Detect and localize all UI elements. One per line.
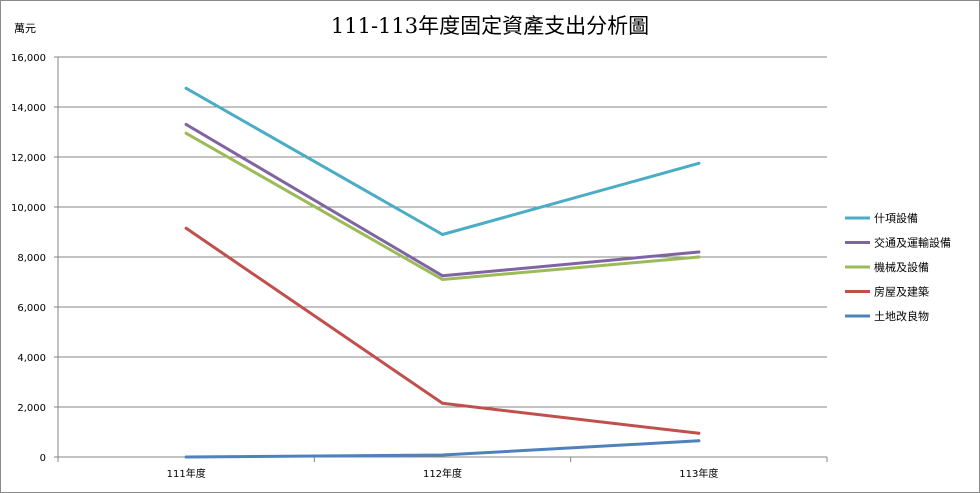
data-point xyxy=(184,86,188,90)
gridlines xyxy=(58,56,827,408)
legend-label: 機械及設備 xyxy=(874,260,929,274)
y-tick-label: 4,000 xyxy=(17,353,46,364)
series-line xyxy=(184,131,701,281)
x-tick-label: 111年度 xyxy=(167,467,206,480)
legend-label: 土地改良物 xyxy=(874,309,929,323)
data-point xyxy=(441,233,444,236)
y-tick-label: 16,000 xyxy=(11,53,46,64)
series-line xyxy=(184,86,701,236)
y-tick-label: 12,000 xyxy=(11,153,46,164)
series-lines xyxy=(184,86,701,459)
y-tick-label: 8,000 xyxy=(17,253,46,264)
data-point xyxy=(184,455,188,459)
data-point xyxy=(441,453,444,457)
data-point xyxy=(441,278,444,281)
x-tick-label: 112年度 xyxy=(423,467,462,480)
chart-title: 111-113年度固定資產支出分析圖 xyxy=(331,14,649,38)
x-tick-label: 113年度 xyxy=(679,467,718,480)
axes: 0 2,000 4,000 6,000 8,000 10,000 12,000 14,000 1… xyxy=(11,53,828,480)
data-point xyxy=(184,131,188,135)
series-line xyxy=(184,123,701,278)
data-point xyxy=(697,439,701,443)
data-point xyxy=(441,274,444,278)
y-tick-label: 0 xyxy=(40,453,46,464)
y-tick-label: 14,000 xyxy=(11,103,46,114)
data-point xyxy=(184,226,188,230)
legend-label: 交通及運輸設備 xyxy=(874,236,951,250)
data-point xyxy=(697,255,701,259)
y-tick-label: 10,000 xyxy=(11,203,46,214)
data-point xyxy=(697,161,701,165)
y-axis-unit-label: 萬元 xyxy=(14,22,36,35)
data-point xyxy=(184,123,188,126)
data-point xyxy=(697,250,701,254)
legend-label: 什項設備 xyxy=(874,211,918,225)
data-point xyxy=(697,431,701,435)
y-tick-label: 2,000 xyxy=(17,403,46,414)
y-tick-label: 6,000 xyxy=(17,303,46,314)
legend-label: 房屋及建築 xyxy=(874,285,929,299)
data-point xyxy=(441,401,444,405)
